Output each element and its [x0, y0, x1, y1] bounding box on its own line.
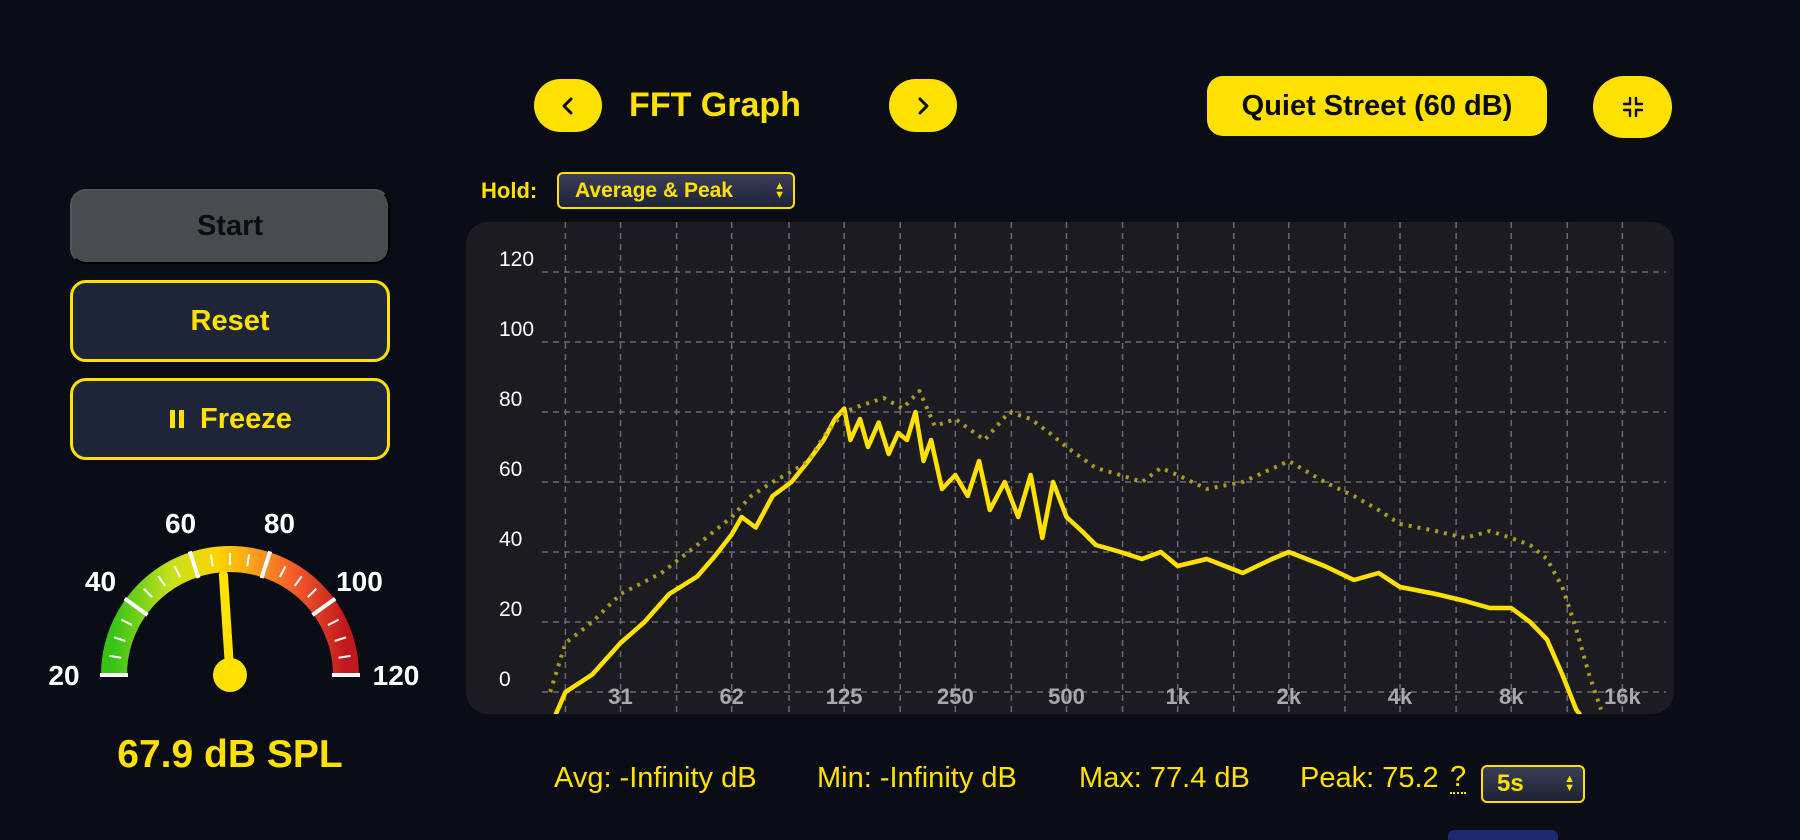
spl-gauge: 20 40 60 80 100 120 — [48, 508, 419, 692]
chevron-right-icon — [918, 97, 929, 114]
gauge-tick-label: 20 — [48, 660, 79, 691]
x-tick-label: 1k — [1165, 684, 1190, 709]
gauge-tick — [279, 565, 287, 578]
peak-stat: Peak: 75.2 — [1300, 762, 1439, 794]
gauge-tick-label: 40 — [85, 566, 116, 597]
prev-graph-button[interactable] — [534, 79, 602, 132]
gauge-tick-label: 100 — [336, 566, 383, 597]
gauge-labels: 20 40 60 80 100 120 — [48, 508, 419, 691]
start-button[interactable]: Start — [70, 189, 390, 264]
bottom-tab[interactable] — [1448, 830, 1558, 840]
start-label: Start — [196, 210, 264, 242]
peak-hold-select[interactable]: 5s ▲ ▼ — [1481, 765, 1585, 803]
x-tick-label: 125 — [826, 684, 863, 709]
x-tick-label: 500 — [1048, 684, 1085, 709]
gauge-tick — [173, 565, 181, 578]
y-tick-label: 80 — [499, 388, 522, 411]
gauge-tick-label: 120 — [373, 660, 420, 691]
peak-help-icon[interactable]: ? — [1450, 761, 1467, 794]
gauge-tick — [311, 596, 337, 617]
gauge-tick — [187, 550, 201, 579]
gauge-tick — [120, 618, 133, 626]
y-tick-label: 60 — [499, 458, 522, 481]
x-tick-label: 31 — [608, 684, 632, 709]
gauge-tick — [307, 588, 317, 598]
preset-label: Quiet Street (60 dB) — [1241, 89, 1513, 122]
reset-label: Reset — [190, 304, 270, 337]
gauge-tick-label: 80 — [264, 508, 295, 539]
collapse-button[interactable] — [1593, 76, 1672, 138]
gauge-ticks — [100, 550, 360, 677]
gauge-tick — [143, 588, 153, 598]
x-tick-label: 4k — [1388, 684, 1413, 709]
hold-select[interactable]: Average & Peak ▲ ▼ — [557, 172, 795, 209]
select-arrows-icon: ▲ ▼ — [1564, 773, 1575, 794]
average-series-line — [553, 406, 1583, 714]
hold-label: Hold: — [481, 178, 538, 203]
y-tick-label: 0 — [499, 668, 511, 691]
peak-hold-value: 5s — [1497, 770, 1524, 797]
collapse-icon — [1622, 96, 1643, 118]
x-tick-label: 62 — [719, 684, 743, 709]
gauge-tick — [157, 575, 167, 587]
next-graph-button[interactable] — [889, 79, 957, 132]
x-tick-label: 16k — [1604, 684, 1641, 709]
x-tick-label: 250 — [937, 684, 974, 709]
hold-select-value: Average & Peak — [575, 178, 733, 202]
gauge-tick — [123, 596, 149, 617]
x-tick-label: 8k — [1499, 684, 1524, 709]
gauge-tick — [209, 554, 214, 567]
x-tick-label: 2k — [1277, 684, 1302, 709]
y-tick-label: 40 — [499, 528, 522, 551]
gauge-tick — [334, 636, 347, 642]
gauge-hub — [213, 658, 247, 692]
y-tick-label: 120 — [499, 248, 534, 271]
max-stat: Max: 77.4 dB — [1079, 762, 1250, 794]
gauge-tick — [327, 618, 340, 626]
pause-icon — [170, 410, 185, 428]
reset-button[interactable]: Reset — [70, 280, 390, 362]
gauge-tick — [338, 654, 351, 659]
preset-button[interactable]: Quiet Street (60 dB) — [1207, 76, 1547, 136]
gauge-tick — [293, 575, 303, 587]
gauge-tick — [113, 636, 126, 642]
avg-stat: Avg: -Infinity dB — [554, 762, 757, 794]
fft-chart: 120 100 80 60 40 20 0 31 62 125 250 500 1k 2k 4k 8k 16k — [499, 222, 1666, 714]
gauge-tick — [109, 654, 122, 659]
min-stat: Min: -Infinity dB — [817, 762, 1017, 794]
fft-graph-panel: 120 100 80 60 40 20 0 31 62 125 250 500 1k 2k 4k 8k 16k — [466, 222, 1674, 714]
page-title: FFT Graph — [629, 86, 801, 124]
freeze-label: Freeze — [200, 402, 292, 435]
gauge-tick — [259, 550, 273, 579]
chevron-left-icon — [562, 97, 573, 114]
y-tick-label: 20 — [499, 598, 522, 621]
peak-series-line — [548, 389, 1603, 711]
select-arrows-icon: ▲ ▼ — [774, 179, 785, 201]
y-tick-label: 100 — [499, 318, 534, 341]
spl-readout: 67.9 dB SPL — [117, 733, 343, 776]
freeze-button[interactable]: Freeze — [70, 378, 390, 460]
gauge-tick-label: 60 — [165, 508, 196, 539]
gauge-tick — [246, 554, 251, 567]
